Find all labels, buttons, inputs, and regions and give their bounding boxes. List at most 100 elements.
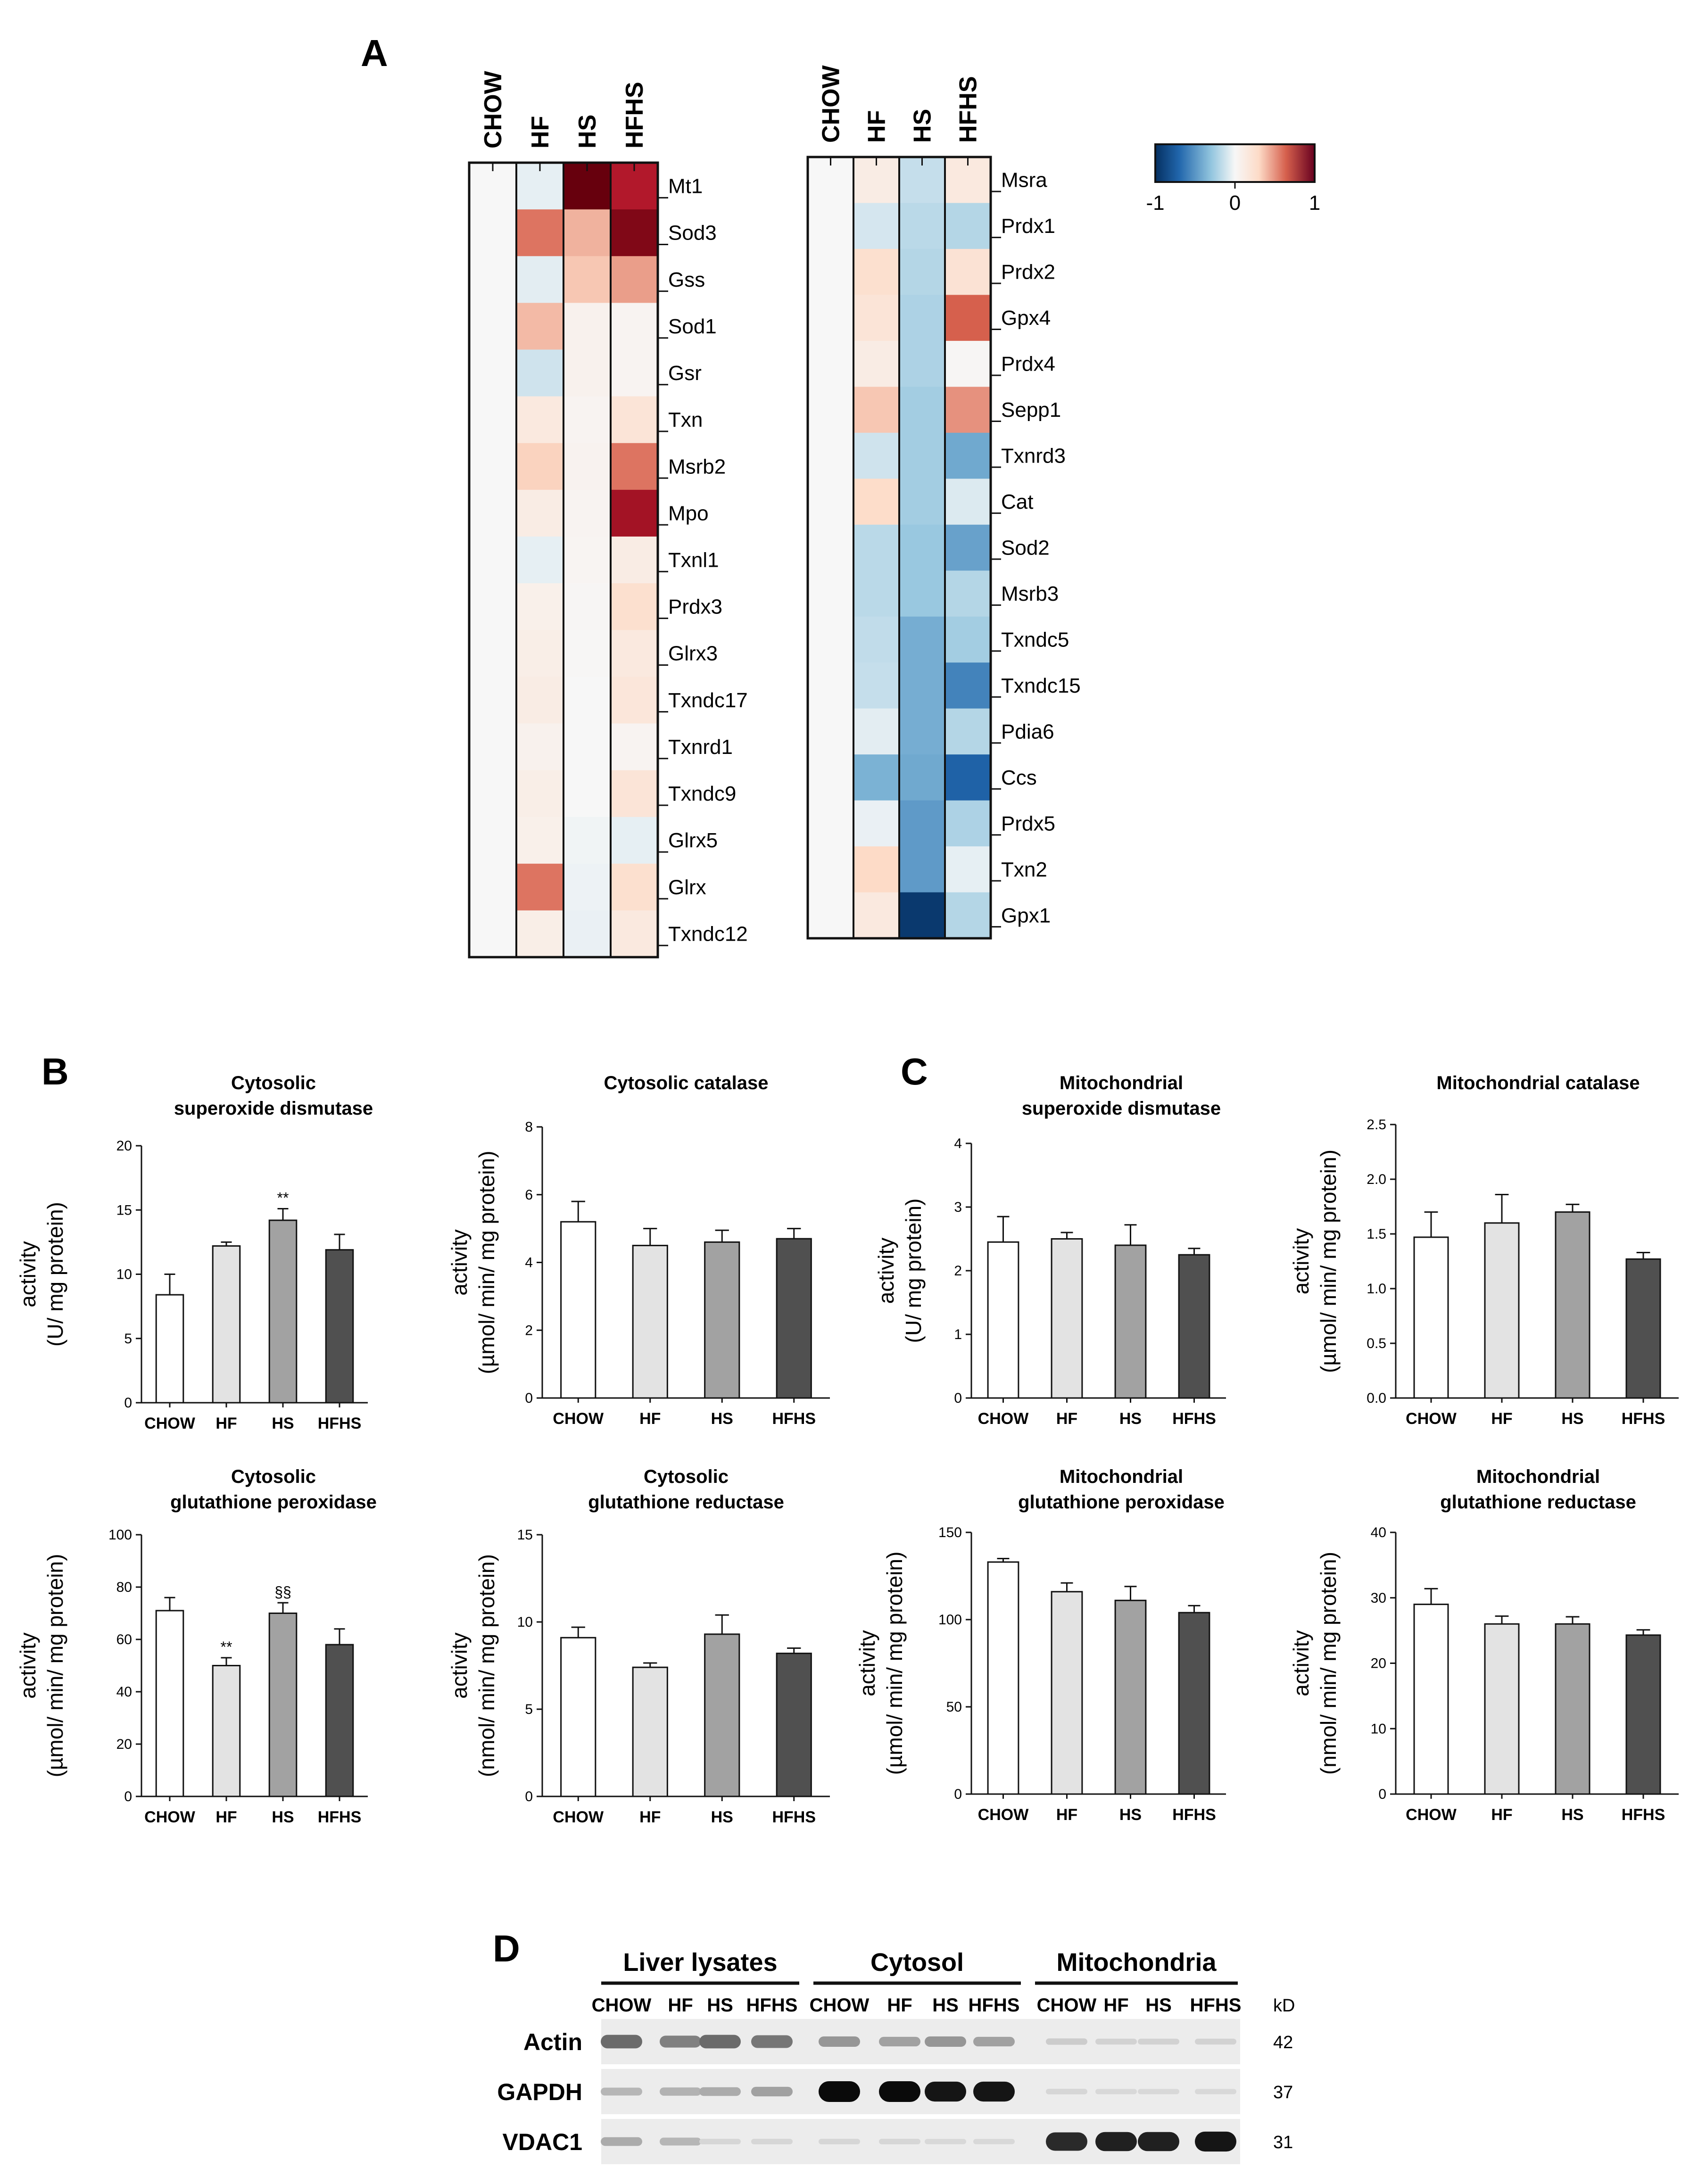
bar-hfhs [776, 1653, 812, 1797]
blot-band-vdac1-lane-8 [973, 2139, 1015, 2144]
blot-band-actin-lane-11 [1138, 2038, 1179, 2045]
bar-hf [1051, 1238, 1083, 1399]
chart-title-line: Mitochondrial [1060, 1073, 1183, 1093]
bar-hf [632, 1245, 668, 1399]
blot-band-gapdh-lane-5 [819, 2081, 860, 2102]
heatmap-cell-sepp1-chow [808, 387, 854, 433]
y-axis-label-line: (µmol/ min/ mg protein) [474, 1151, 499, 1374]
heatmap-cell-sod2-chow [808, 524, 854, 571]
y-axis-label-line: activity [855, 1630, 879, 1696]
color-scale-mid-label: 0 [1229, 191, 1241, 215]
heatmap-cell-txn-chow [469, 396, 517, 444]
x-tick-label-hf: HF [1056, 1806, 1077, 1824]
heatmap-row-label-gss: Gss [668, 268, 705, 291]
heatmap-cell-pdia6-hfhs [945, 708, 991, 755]
heatmap-cell-txndc17-chow [469, 677, 517, 724]
heatmap-cell-prdx4-hfhs [945, 340, 991, 387]
color-scale-max-label: 1 [1309, 191, 1320, 215]
heatmap-cell-glrx-hs [563, 863, 611, 911]
heatmap-cell-txn-hfhs [611, 396, 658, 444]
blot-row-label-actin: Actin [523, 2029, 582, 2055]
blot-band-gapdh-lane-10 [1095, 2089, 1137, 2094]
heatmap-column-header-hfhs: HFHS [955, 76, 982, 143]
blot-band-actin-lane-8 [973, 2036, 1015, 2047]
x-tick-label-hfhs: HFHS [772, 1410, 816, 1428]
blot-band-gapdh-lane-12 [1195, 2089, 1236, 2094]
heatmap-border [468, 161, 659, 959]
heatmap-cell-txndc9-hfhs [611, 770, 658, 818]
heatmap-cell-msrb3-hfhs [945, 571, 991, 617]
heatmap-cell-sod2-hs [899, 524, 945, 571]
x-tick-label-hs: HS [272, 1808, 294, 1826]
heatmap-row-label-msrb3: Msrb3 [1001, 582, 1059, 605]
y-tick-label: 80 [116, 1580, 132, 1595]
heatmap-cell-txndc15-hfhs [945, 662, 991, 709]
x-tick-label-hf: HF [1056, 1410, 1077, 1428]
y-axis-label-line: activity [447, 1632, 472, 1699]
heatmap-row-label-gsr: Gsr [668, 362, 702, 385]
x-tick-label-hs: HS [272, 1415, 294, 1432]
heatmap-cell-gpx4-hfhs [945, 295, 991, 341]
bar-chart-b1: Cytosolic superoxide dismutase activity (U/… [16, 1073, 373, 1432]
heatmap-cell-gpx4-hf [853, 295, 900, 341]
heatmap-row-label-txnrd3: Txnrd3 [1001, 445, 1066, 468]
x-tick-label-hf: HF [639, 1410, 661, 1428]
heatmap-cell-glrx5-hf [516, 817, 564, 864]
y-axis-label: activity (U/ mg protein) [16, 1202, 67, 1347]
heatmap-cell-glrx3-hfhs [611, 630, 658, 677]
blot-lane-label-hf: HF [668, 1995, 693, 2016]
chart-title-line: glutathione reductase [588, 1492, 784, 1513]
heatmap-cell-txndc5-hf [853, 616, 900, 663]
heatmap-cell-txndc9-chow [469, 770, 517, 818]
heatmap-row-label-gpx1: Gpx1 [1001, 904, 1051, 927]
heatmap-cell-txnrd3-hf [853, 432, 900, 479]
heatmap-cell-sod3-hs [563, 209, 611, 256]
blot-band-actin-lane-10 [1095, 2038, 1137, 2045]
heatmap-cell-msrb3-hs [899, 571, 945, 617]
heatmap-cell-prdx1-hfhs [945, 203, 991, 249]
heatmap-cell-txndc17-hs [563, 677, 611, 724]
x-tick-label-hfhs: HFHS [1622, 1806, 1665, 1824]
heatmap-cell-msrb3-hf [853, 571, 900, 617]
blot-kd-header: kD [1273, 1996, 1295, 2016]
blot-lane-label-hf: HF [887, 1995, 912, 2016]
heatmap-column-header-chow: CHOW [480, 70, 507, 149]
y-axis-label-line: activity [447, 1229, 472, 1296]
blot-band-gapdh-lane-9 [1046, 2089, 1087, 2094]
chart-title-line: glutathione reductase [1440, 1492, 1636, 1513]
y-axis-label: activity (U/ mg protein) [874, 1199, 926, 1343]
heatmap-row-label-cat: Cat [1001, 490, 1033, 513]
heatmap-cell-ccs-hfhs [945, 754, 991, 801]
heatmap-cell-prdx3-hfhs [611, 583, 658, 630]
x-tick-label-hs: HS [711, 1410, 733, 1428]
y-axis-label-line: activity [16, 1241, 40, 1307]
x-tick-label-chow: CHOW [553, 1808, 604, 1826]
heatmap-row-label-gpx4: Gpx4 [1001, 306, 1051, 330]
heatmap-cell-txndc17-hfhs [611, 677, 658, 724]
heatmap-cell-prdx4-hs [899, 340, 945, 387]
blot-band-gapdh-lane-3 [699, 2087, 741, 2096]
heatmap-cell-txn-hf [516, 396, 564, 444]
blot-row-kd-gapdh: 37 [1273, 2083, 1293, 2102]
heatmap-cell-txn2-hf [853, 846, 900, 893]
heatmap-cell-mpo-hf [516, 489, 564, 537]
blot-row-label-vdac1: VDAC1 [503, 2129, 582, 2155]
heatmap-column-header-hs: HS [909, 109, 936, 143]
heatmap-row-label-prdx4: Prdx4 [1001, 353, 1055, 376]
blot-band-vdac1-lane-3 [699, 2139, 741, 2144]
bar-hs [1114, 1244, 1147, 1399]
y-axis-label-line: activity [874, 1238, 898, 1304]
heatmap-cell-mpo-chow [469, 489, 517, 537]
bar-hf [632, 1666, 668, 1797]
blot-lane-label-hfhs: HFHS [1190, 1995, 1242, 2016]
heatmap-cell-glrx3-hf [516, 630, 564, 677]
heatmap-cell-txndc12-hf [516, 910, 564, 958]
chart-title-line: Mitochondrial [1060, 1466, 1183, 1487]
heatmap-column-header-hf: HF [527, 116, 554, 149]
panel-label-b: B [41, 1051, 69, 1092]
heatmap-cell-sod1-hfhs [611, 303, 658, 350]
chart-title-line: superoxide dismutase [174, 1098, 373, 1119]
x-tick-label-hs: HS [1561, 1410, 1583, 1428]
